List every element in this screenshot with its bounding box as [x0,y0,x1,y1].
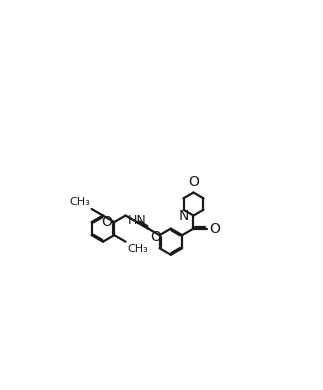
Text: CH₃: CH₃ [128,243,148,254]
Text: O: O [101,215,112,229]
Text: O: O [210,222,220,236]
Text: CH₃: CH₃ [69,197,90,207]
Text: O: O [150,230,161,245]
Text: HN: HN [128,214,146,227]
Text: O: O [188,175,199,189]
Text: N: N [179,209,189,223]
